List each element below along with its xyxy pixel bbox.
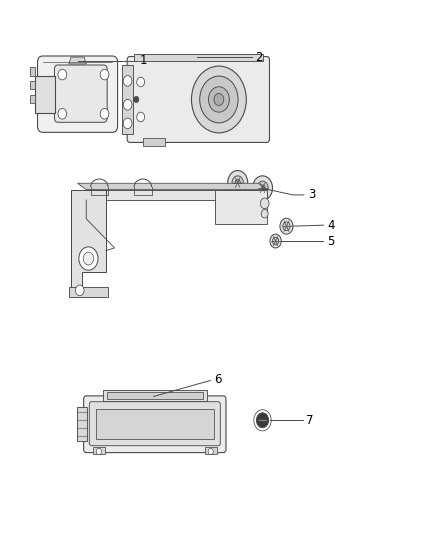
Text: 2: 2 [255, 51, 263, 63]
Circle shape [208, 448, 213, 455]
Polygon shape [30, 67, 35, 76]
Circle shape [137, 77, 145, 87]
Circle shape [270, 234, 281, 248]
Text: 7: 7 [306, 414, 314, 427]
Circle shape [79, 247, 98, 270]
Circle shape [228, 171, 248, 195]
Bar [96, 409, 214, 439]
Circle shape [58, 69, 67, 80]
Text: 5: 5 [327, 235, 334, 247]
Polygon shape [30, 95, 35, 103]
Text: 6: 6 [214, 374, 221, 386]
Circle shape [253, 176, 272, 200]
Polygon shape [134, 54, 262, 61]
Polygon shape [30, 81, 35, 90]
FancyBboxPatch shape [84, 396, 226, 453]
Polygon shape [86, 190, 267, 200]
Circle shape [96, 448, 102, 455]
FancyBboxPatch shape [89, 402, 220, 446]
Circle shape [75, 285, 84, 296]
Polygon shape [93, 447, 105, 454]
Text: 4: 4 [327, 219, 335, 232]
Text: 3: 3 [308, 189, 316, 201]
Polygon shape [143, 138, 165, 146]
Circle shape [232, 176, 244, 190]
Circle shape [200, 76, 238, 123]
Circle shape [260, 198, 269, 209]
Text: 1: 1 [140, 54, 147, 67]
Polygon shape [78, 183, 267, 190]
Circle shape [208, 87, 230, 112]
Polygon shape [71, 190, 106, 293]
Circle shape [123, 118, 132, 128]
FancyBboxPatch shape [38, 56, 117, 132]
Polygon shape [122, 65, 133, 134]
Circle shape [257, 181, 268, 195]
Polygon shape [69, 57, 86, 64]
Circle shape [137, 112, 145, 122]
Circle shape [123, 100, 132, 110]
Polygon shape [215, 190, 267, 224]
Polygon shape [102, 390, 207, 401]
Circle shape [100, 69, 109, 80]
Circle shape [123, 76, 132, 86]
Polygon shape [107, 392, 203, 399]
Circle shape [58, 109, 67, 119]
Circle shape [261, 209, 268, 218]
Circle shape [272, 237, 279, 245]
Polygon shape [69, 287, 108, 297]
Circle shape [256, 413, 268, 427]
Circle shape [134, 96, 139, 103]
FancyBboxPatch shape [54, 65, 107, 122]
Circle shape [280, 218, 293, 234]
Polygon shape [35, 76, 55, 113]
Circle shape [214, 93, 224, 106]
Circle shape [100, 109, 109, 119]
Circle shape [83, 252, 94, 265]
Circle shape [283, 222, 290, 231]
Circle shape [260, 185, 265, 191]
Polygon shape [205, 447, 217, 454]
Circle shape [191, 66, 246, 133]
FancyBboxPatch shape [127, 56, 269, 142]
Circle shape [235, 180, 240, 186]
Polygon shape [77, 407, 87, 441]
